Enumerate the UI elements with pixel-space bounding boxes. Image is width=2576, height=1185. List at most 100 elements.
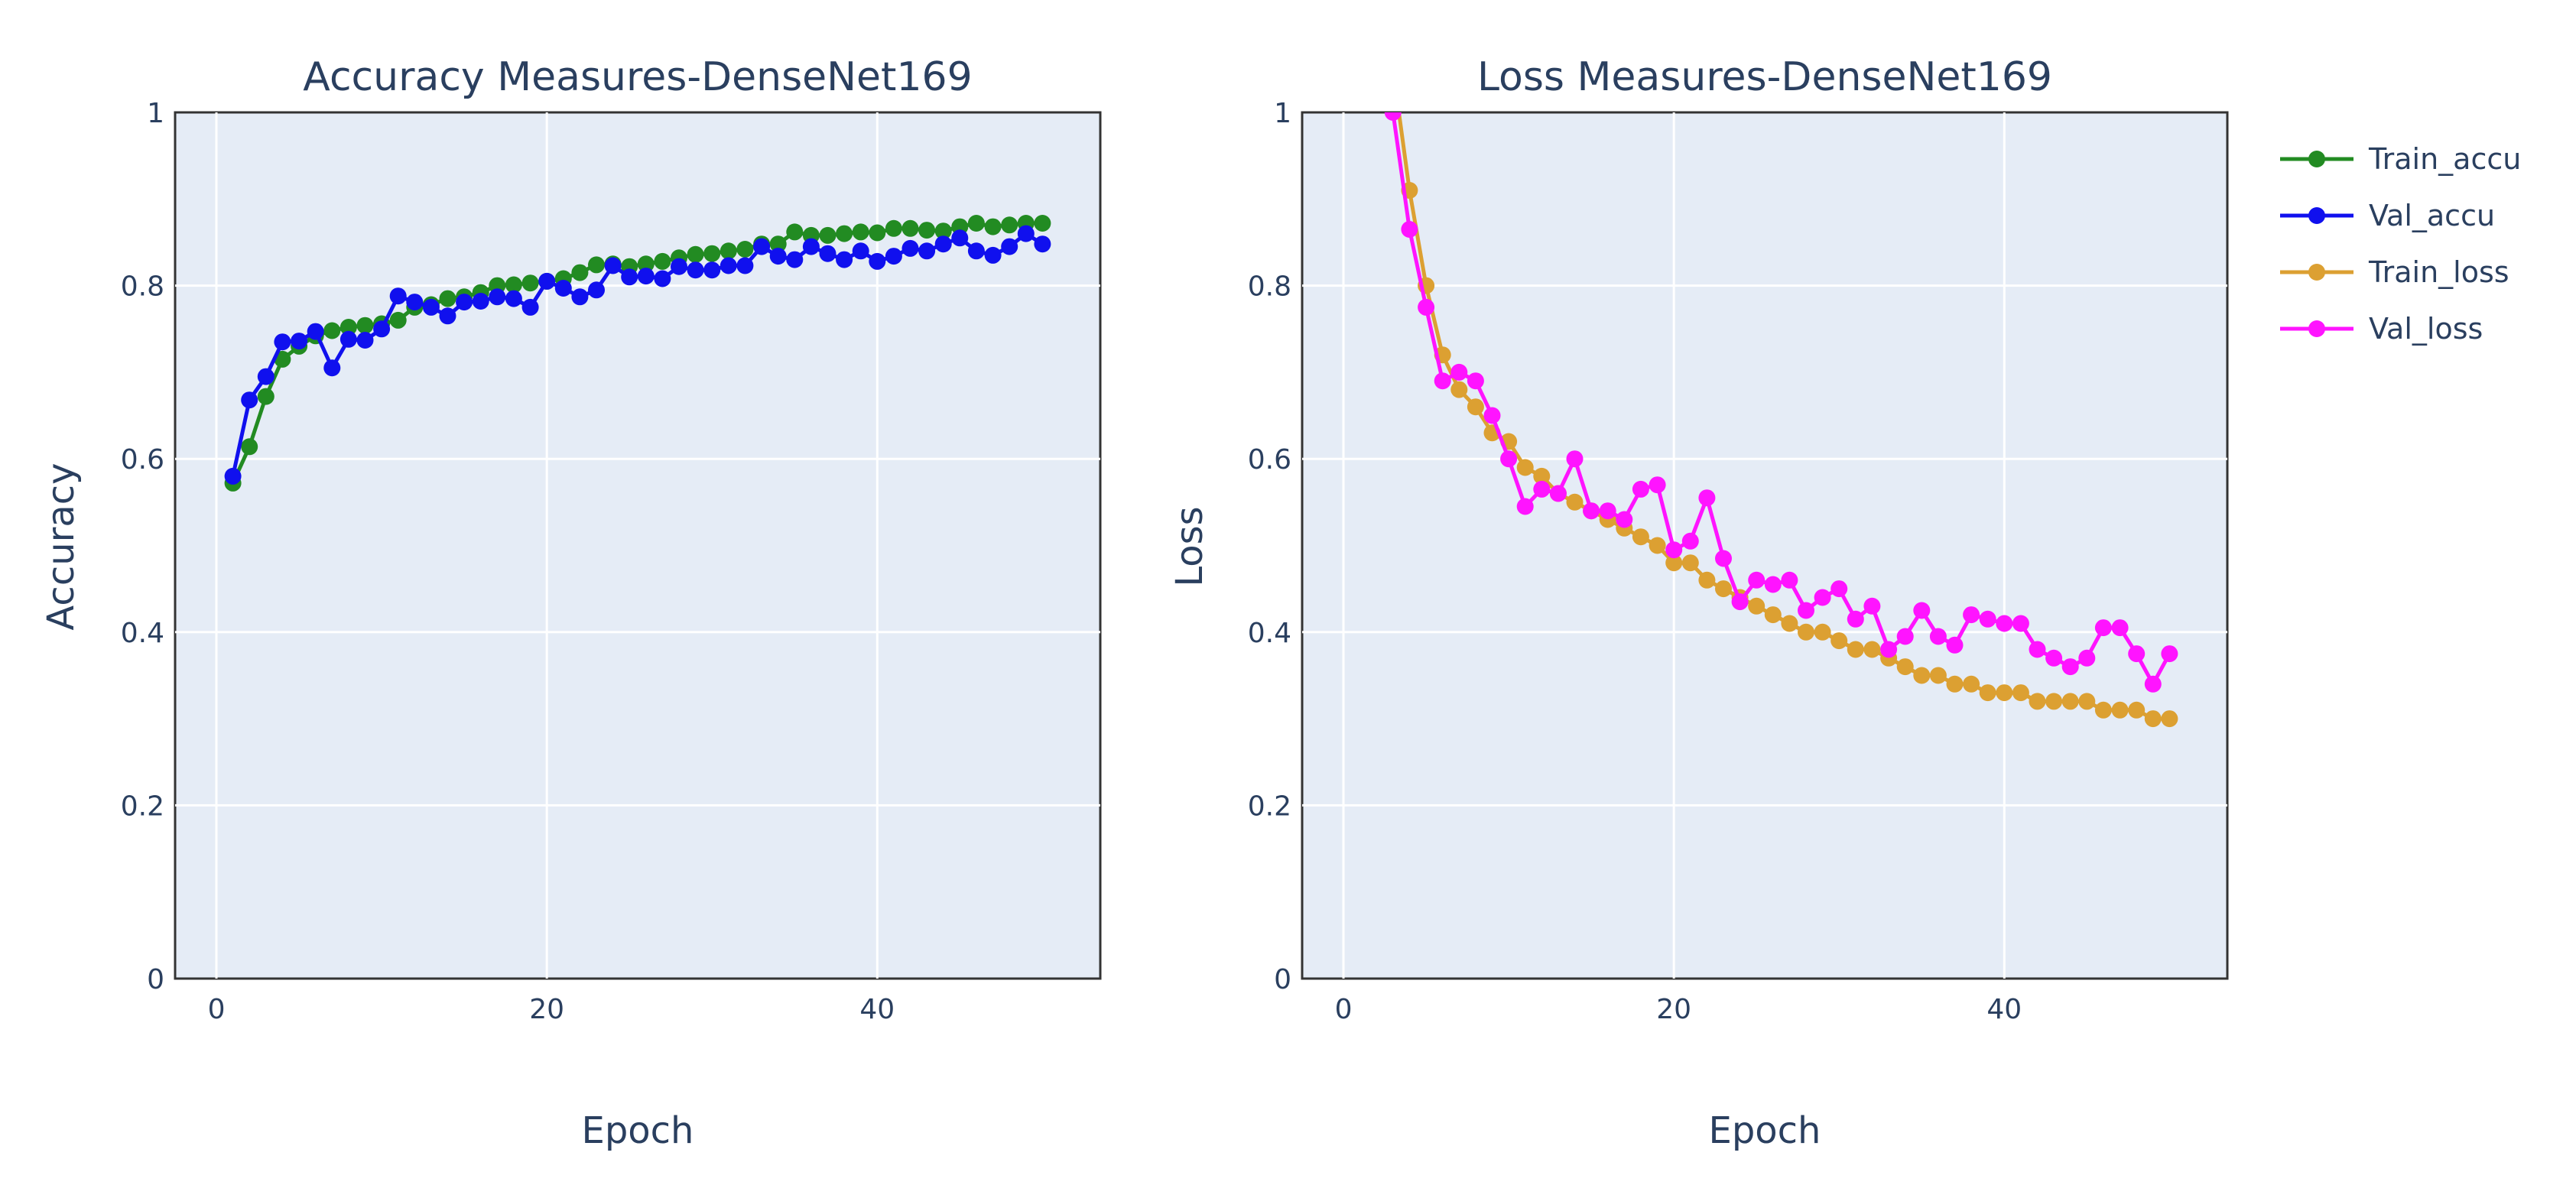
val-accu-point	[951, 229, 969, 247]
loss-tick-labels: 0 0.2 0.4 0.6 0.8 1 0 20 40	[1248, 98, 2022, 1025]
train-accu-point	[869, 224, 886, 242]
train-loss-point	[2078, 693, 2096, 710]
val-accu-point	[521, 298, 539, 316]
val-loss-point	[1913, 602, 1931, 619]
train-accu-point	[588, 256, 605, 274]
accuracy-series	[224, 215, 1051, 492]
train-loss-point	[1566, 493, 1584, 511]
val-loss-point	[1814, 589, 1831, 606]
loss-xtick-label: 40	[1986, 994, 2022, 1025]
val-loss-point	[2094, 619, 2112, 637]
val-accu-series	[224, 225, 1051, 485]
val-loss-point	[1467, 372, 1484, 390]
train-loss-point	[1830, 632, 1848, 650]
val-accu-point	[571, 288, 589, 306]
val-accu-point	[885, 248, 902, 265]
val-accu-point	[654, 270, 671, 287]
val-loss-point	[1731, 593, 1749, 611]
legend-item-train-accu[interactable]: Train_accu	[2280, 142, 2521, 176]
accuracy-chart-title: Accuracy Measures-DenseNet169	[303, 54, 972, 100]
loss-chart: 0 0.2 0.4 0.6 0.8 1 0 20 40 Loss Measures-DenseN…	[1168, 54, 2229, 1152]
train-accu-point	[769, 235, 787, 253]
accuracy-y-axis-title: Accuracy	[40, 463, 83, 630]
train-loss-point	[1533, 467, 1551, 485]
val-loss-point	[1929, 628, 1947, 645]
val-loss-point	[2061, 658, 2079, 676]
accuracy-plot-area	[174, 111, 1102, 980]
val-accu-point	[869, 252, 886, 270]
val-accu-point	[736, 257, 754, 274]
val-accu-point	[934, 235, 952, 253]
val-loss-point	[1896, 628, 1914, 645]
val-loss-point	[1516, 498, 1534, 515]
legend-item-val-accu[interactable]: Val_accu	[2280, 199, 2495, 232]
val-accu-point	[291, 333, 308, 350]
val-loss-point	[2045, 649, 2063, 667]
val-loss-point	[1798, 602, 1814, 619]
acc-ytick-label: 0.4	[121, 618, 164, 649]
train-accu-point	[637, 255, 655, 273]
train-loss-point	[1649, 537, 1666, 554]
val-accu-point	[439, 307, 456, 325]
train-accu-point	[836, 225, 853, 242]
acc-xtick-label: 20	[529, 994, 564, 1025]
loss-y-axis-title: Loss	[1168, 506, 1211, 586]
val-accu-point	[373, 320, 391, 338]
train-accu-point	[934, 222, 952, 240]
train-loss-point	[2061, 693, 2079, 710]
val-accu-point	[769, 248, 787, 265]
train-loss-point	[1781, 615, 1798, 632]
train-loss-point	[1748, 597, 1766, 615]
train-loss-point	[1681, 554, 1699, 572]
val-accu-point	[456, 294, 473, 311]
val-loss-point	[1649, 476, 1666, 494]
train-accu-point	[703, 245, 721, 262]
val-accu-point	[802, 238, 820, 255]
loss-ytick-label: 0.6	[1248, 444, 1291, 476]
val-accu-point	[604, 257, 622, 274]
val-accu-point	[1017, 225, 1035, 242]
val-loss-point	[1830, 580, 1848, 598]
val-accu-point	[489, 288, 506, 306]
val-loss-point	[2128, 645, 2146, 663]
val-loss-point	[2161, 645, 2178, 663]
val-accu-point	[1001, 238, 1018, 255]
train-accu-point	[356, 317, 374, 334]
loss-ytick-label: 0.4	[1248, 618, 1291, 649]
train-accu-point	[852, 223, 869, 241]
val-accu-point	[588, 281, 605, 299]
legend-swatch-marker	[2308, 320, 2325, 337]
val-accu-point	[307, 323, 324, 340]
val-accu-point	[852, 242, 869, 260]
val-loss-point	[1665, 541, 1683, 559]
legend-label: Train_accu	[2368, 142, 2521, 176]
legend-item-val-loss[interactable]: Val_loss	[2280, 312, 2483, 346]
train-loss-point	[1450, 381, 1468, 398]
val-accu-point	[472, 293, 489, 310]
train-loss-point	[1847, 641, 1864, 658]
loss-series	[1384, 112, 2178, 728]
train-accu-point	[323, 322, 341, 339]
val-loss-point	[1401, 221, 1418, 238]
val-accu-point	[538, 272, 556, 290]
legend-swatch-marker	[2308, 151, 2325, 167]
loss-plot-area	[1301, 111, 2229, 980]
train-accu-point	[786, 223, 804, 241]
loss-ytick-label: 0.2	[1248, 791, 1291, 822]
train-loss-point	[1863, 641, 1881, 658]
val-accu-point	[339, 330, 357, 348]
val-accu-point	[753, 238, 771, 255]
legend-label: Train_loss	[2368, 255, 2509, 289]
acc-xtick-label: 40	[859, 994, 895, 1025]
val-accu-point	[554, 280, 572, 297]
legend-swatch-marker	[2308, 264, 2325, 281]
train-accu-point	[505, 276, 522, 294]
val-accu-point	[621, 268, 638, 286]
val-loss-point	[2012, 615, 2029, 632]
train-accu-point	[241, 438, 258, 456]
train-loss-point	[1913, 667, 1931, 684]
legend-item-train-loss[interactable]: Train_loss	[2280, 255, 2509, 289]
train-loss-point	[1698, 571, 1716, 589]
train-accu-point	[819, 226, 836, 244]
